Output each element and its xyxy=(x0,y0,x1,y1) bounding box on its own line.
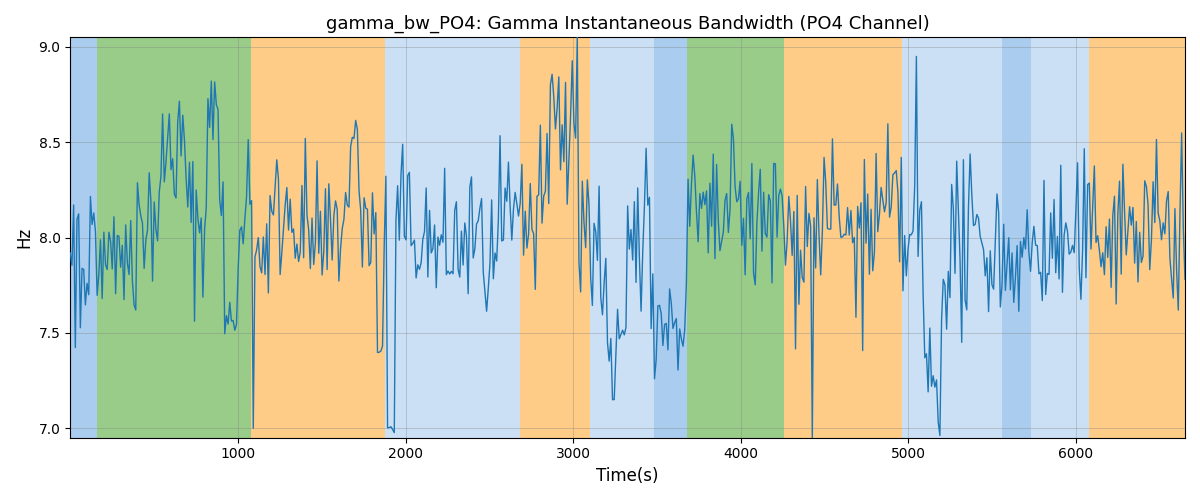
X-axis label: Time(s): Time(s) xyxy=(596,467,659,485)
Bar xyxy=(71,38,97,438)
Bar xyxy=(1031,38,1090,438)
Bar xyxy=(688,38,785,438)
Bar xyxy=(97,38,251,438)
Bar xyxy=(590,38,654,438)
Bar xyxy=(654,38,688,438)
Bar xyxy=(1090,38,1184,438)
Bar xyxy=(251,38,385,438)
Bar xyxy=(785,38,901,438)
Bar xyxy=(385,38,520,438)
Bar xyxy=(901,38,1002,438)
Bar xyxy=(520,38,590,438)
Y-axis label: Hz: Hz xyxy=(16,227,34,248)
Bar xyxy=(1002,38,1031,438)
Title: gamma_bw_PO4: Gamma Instantaneous Bandwidth (PO4 Channel): gamma_bw_PO4: Gamma Instantaneous Bandwi… xyxy=(325,15,930,34)
